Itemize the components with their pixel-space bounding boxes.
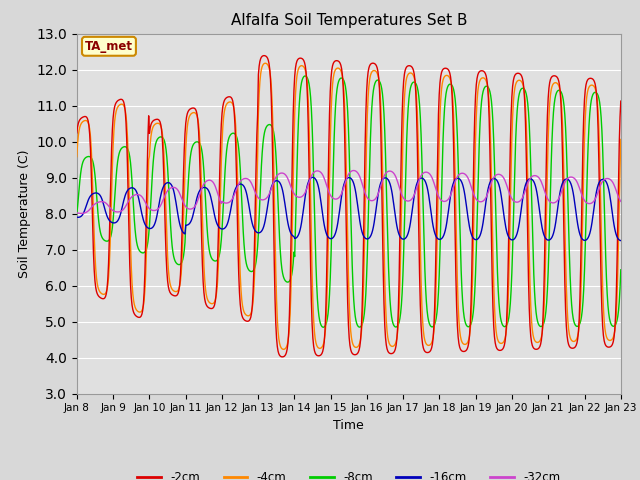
Y-axis label: Soil Temperature (C): Soil Temperature (C) bbox=[18, 149, 31, 278]
Legend: -2cm, -4cm, -8cm, -16cm, -32cm: -2cm, -4cm, -8cm, -16cm, -32cm bbox=[132, 466, 565, 480]
Title: Alfalfa Soil Temperatures Set B: Alfalfa Soil Temperatures Set B bbox=[230, 13, 467, 28]
X-axis label: Time: Time bbox=[333, 419, 364, 432]
Text: TA_met: TA_met bbox=[85, 40, 133, 53]
